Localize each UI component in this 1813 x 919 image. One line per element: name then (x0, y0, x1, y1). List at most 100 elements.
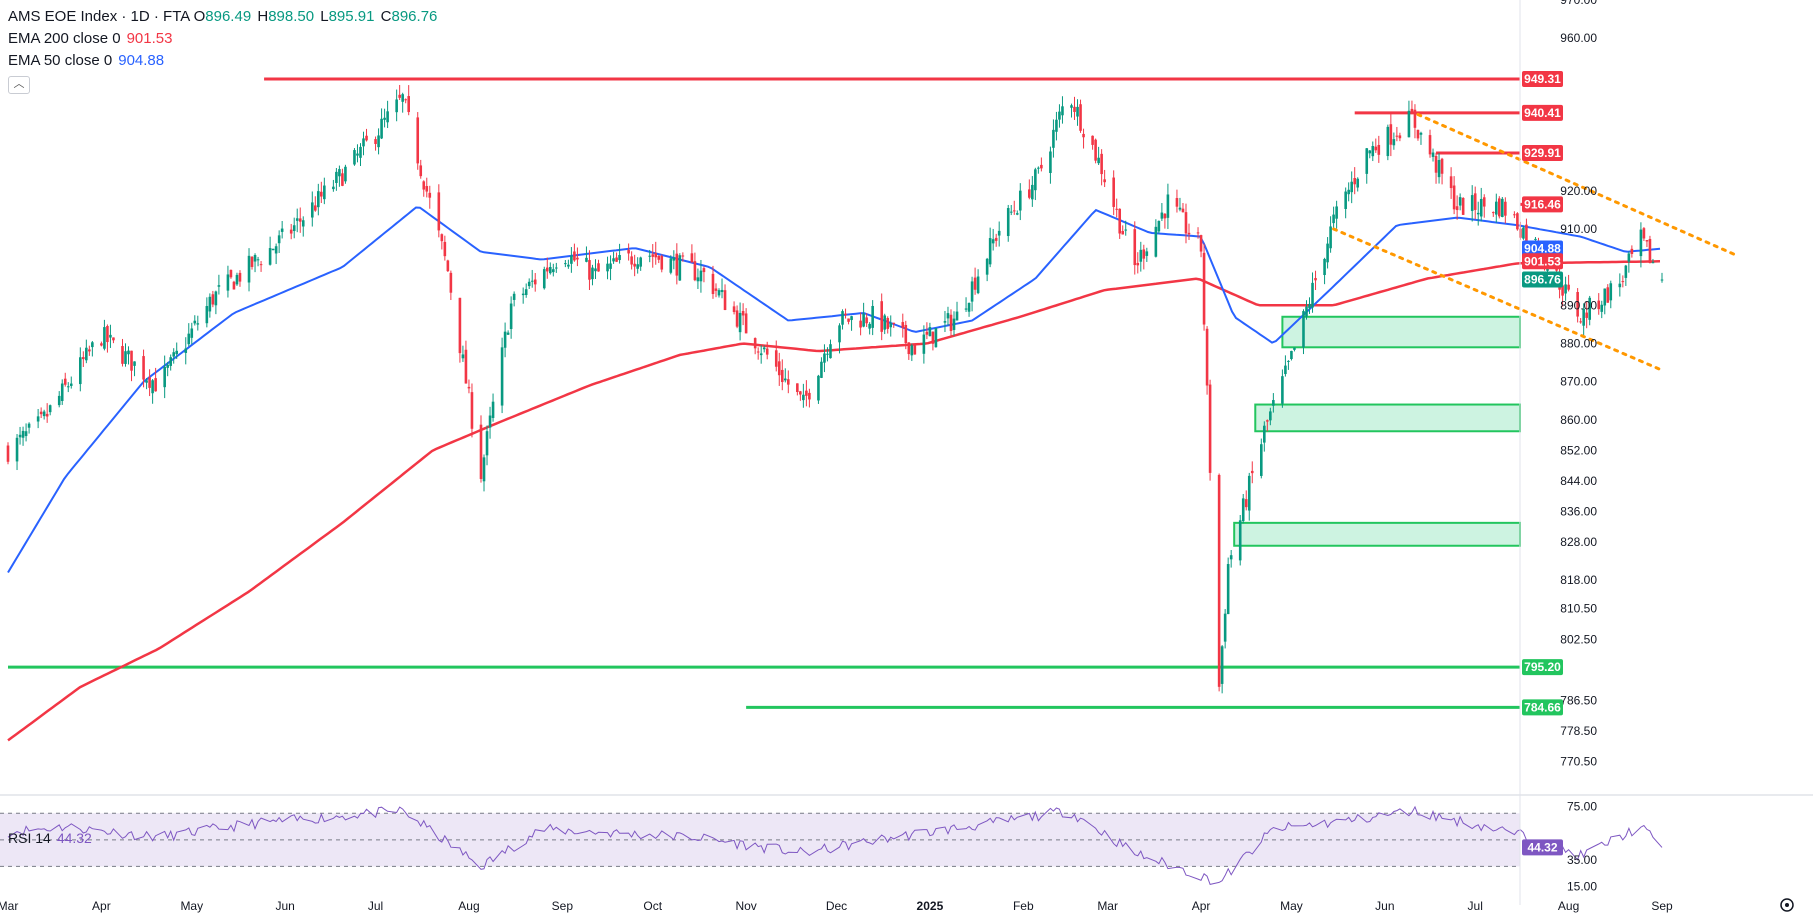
candle-body (500, 347, 504, 406)
candle-body (1416, 129, 1420, 139)
candle-body (238, 272, 242, 282)
candle-body (196, 323, 200, 325)
candle-body (512, 293, 516, 300)
candle-body (401, 94, 404, 102)
candle-body (585, 257, 588, 262)
candle-body (1055, 119, 1058, 132)
candle-body (386, 111, 389, 123)
candle-body (841, 311, 844, 325)
ema50-legend-row[interactable]: EMA 50 close 0 904.88 (8, 50, 439, 72)
gear-icon-ring (1780, 898, 1794, 912)
price-badge (1522, 253, 1563, 270)
price-badge-label: 949.31 (1524, 72, 1561, 86)
candle-body (690, 253, 694, 263)
price-tick-label: 880.00 (1560, 336, 1597, 350)
candle-body (627, 250, 630, 254)
candle-body (862, 313, 865, 327)
candle-body (744, 313, 748, 334)
candle-body (395, 99, 398, 113)
candle-body (250, 256, 254, 267)
price-badge (1522, 240, 1563, 257)
candle-body (36, 416, 40, 422)
candle-body (461, 354, 465, 359)
candle-body (1410, 108, 1414, 113)
candle-body (1603, 288, 1607, 306)
candle-body (1217, 474, 1221, 687)
chevron-up-icon[interactable]: ︿ (8, 76, 30, 94)
candle-body (437, 192, 441, 231)
candle-body (1449, 176, 1453, 189)
candle-body (1522, 227, 1525, 239)
candle-body (39, 411, 43, 415)
candle-body (548, 266, 552, 274)
candle-body (1263, 425, 1266, 443)
candle-body (1018, 190, 1022, 211)
candle-body (1082, 133, 1085, 138)
candle-body (850, 316, 853, 321)
ema200-layer (7, 260, 1661, 742)
candle-body (639, 257, 642, 267)
candle-body (1133, 229, 1137, 266)
candle-body (1112, 177, 1115, 207)
candle-body (422, 181, 426, 190)
candle-body (735, 310, 739, 327)
rsi-pane (0, 805, 1663, 885)
candle-body (1199, 235, 1203, 252)
candle-body (1281, 376, 1284, 404)
candle-body (226, 274, 230, 291)
candle-body (925, 331, 929, 335)
legend-title-row: AMS EOE Index · 1D · FTA O896.49 H898.50… (8, 6, 439, 28)
candle-body (678, 255, 682, 281)
candle-body (1332, 214, 1335, 224)
candle-body (1347, 189, 1350, 195)
price-tick-label: 870.00 (1560, 375, 1597, 389)
price-badge (1522, 70, 1563, 87)
candle-body (883, 315, 887, 330)
candle-body (1187, 232, 1191, 235)
candle-body (1365, 148, 1369, 174)
price-tick-label: 844.00 (1560, 474, 1597, 488)
time-axis[interactable]: Mar Apr May Jun Jul Aug Sep Oct Nov Dec 2025 Feb Mar… (0, 898, 1794, 913)
candle-body (823, 353, 826, 363)
candle-body (1034, 169, 1037, 191)
candle-body (699, 270, 703, 282)
candle-body (1166, 194, 1170, 218)
candle-body (488, 415, 492, 428)
price-tick-label: 960.00 (1560, 31, 1597, 45)
price-tick-label: 836.00 (1560, 504, 1597, 518)
candle-body (1160, 212, 1164, 219)
candle-body (542, 269, 546, 289)
candle-body (1314, 278, 1317, 281)
candle-body (826, 353, 829, 355)
candle-body (1181, 208, 1185, 213)
candle-body (82, 357, 85, 360)
candle-body (901, 322, 905, 329)
price-badge-label: 896.76 (1524, 273, 1561, 287)
candle-body (657, 255, 661, 260)
candle-body (1534, 238, 1537, 240)
candle-body (69, 383, 73, 386)
candle-body (1452, 185, 1456, 210)
price-badge (1522, 104, 1563, 121)
symbol-title[interactable]: AMS EOE Index · 1D · FTA (8, 8, 190, 25)
rsi-badge (1522, 839, 1563, 856)
candle-body (1624, 265, 1628, 278)
gear-icon[interactable] (1780, 898, 1794, 912)
candle-body (298, 218, 302, 222)
candle-body (470, 392, 474, 429)
candle-body (871, 305, 874, 328)
candle-body (485, 431, 489, 456)
ema200-legend-row[interactable]: EMA 200 close 0 901.53 (8, 28, 439, 50)
candle-body (654, 253, 658, 258)
price-tick-label: 852.00 (1560, 443, 1597, 457)
price-badge-label: 901.53 (1524, 254, 1561, 268)
candle-body (1094, 139, 1097, 161)
rsi-label: RSI 14 (8, 830, 51, 846)
candle-body (997, 230, 1001, 236)
demand-zone (1233, 521, 1522, 547)
candle-body (892, 322, 896, 324)
candle-body (1272, 400, 1275, 406)
candle-body (91, 342, 94, 348)
